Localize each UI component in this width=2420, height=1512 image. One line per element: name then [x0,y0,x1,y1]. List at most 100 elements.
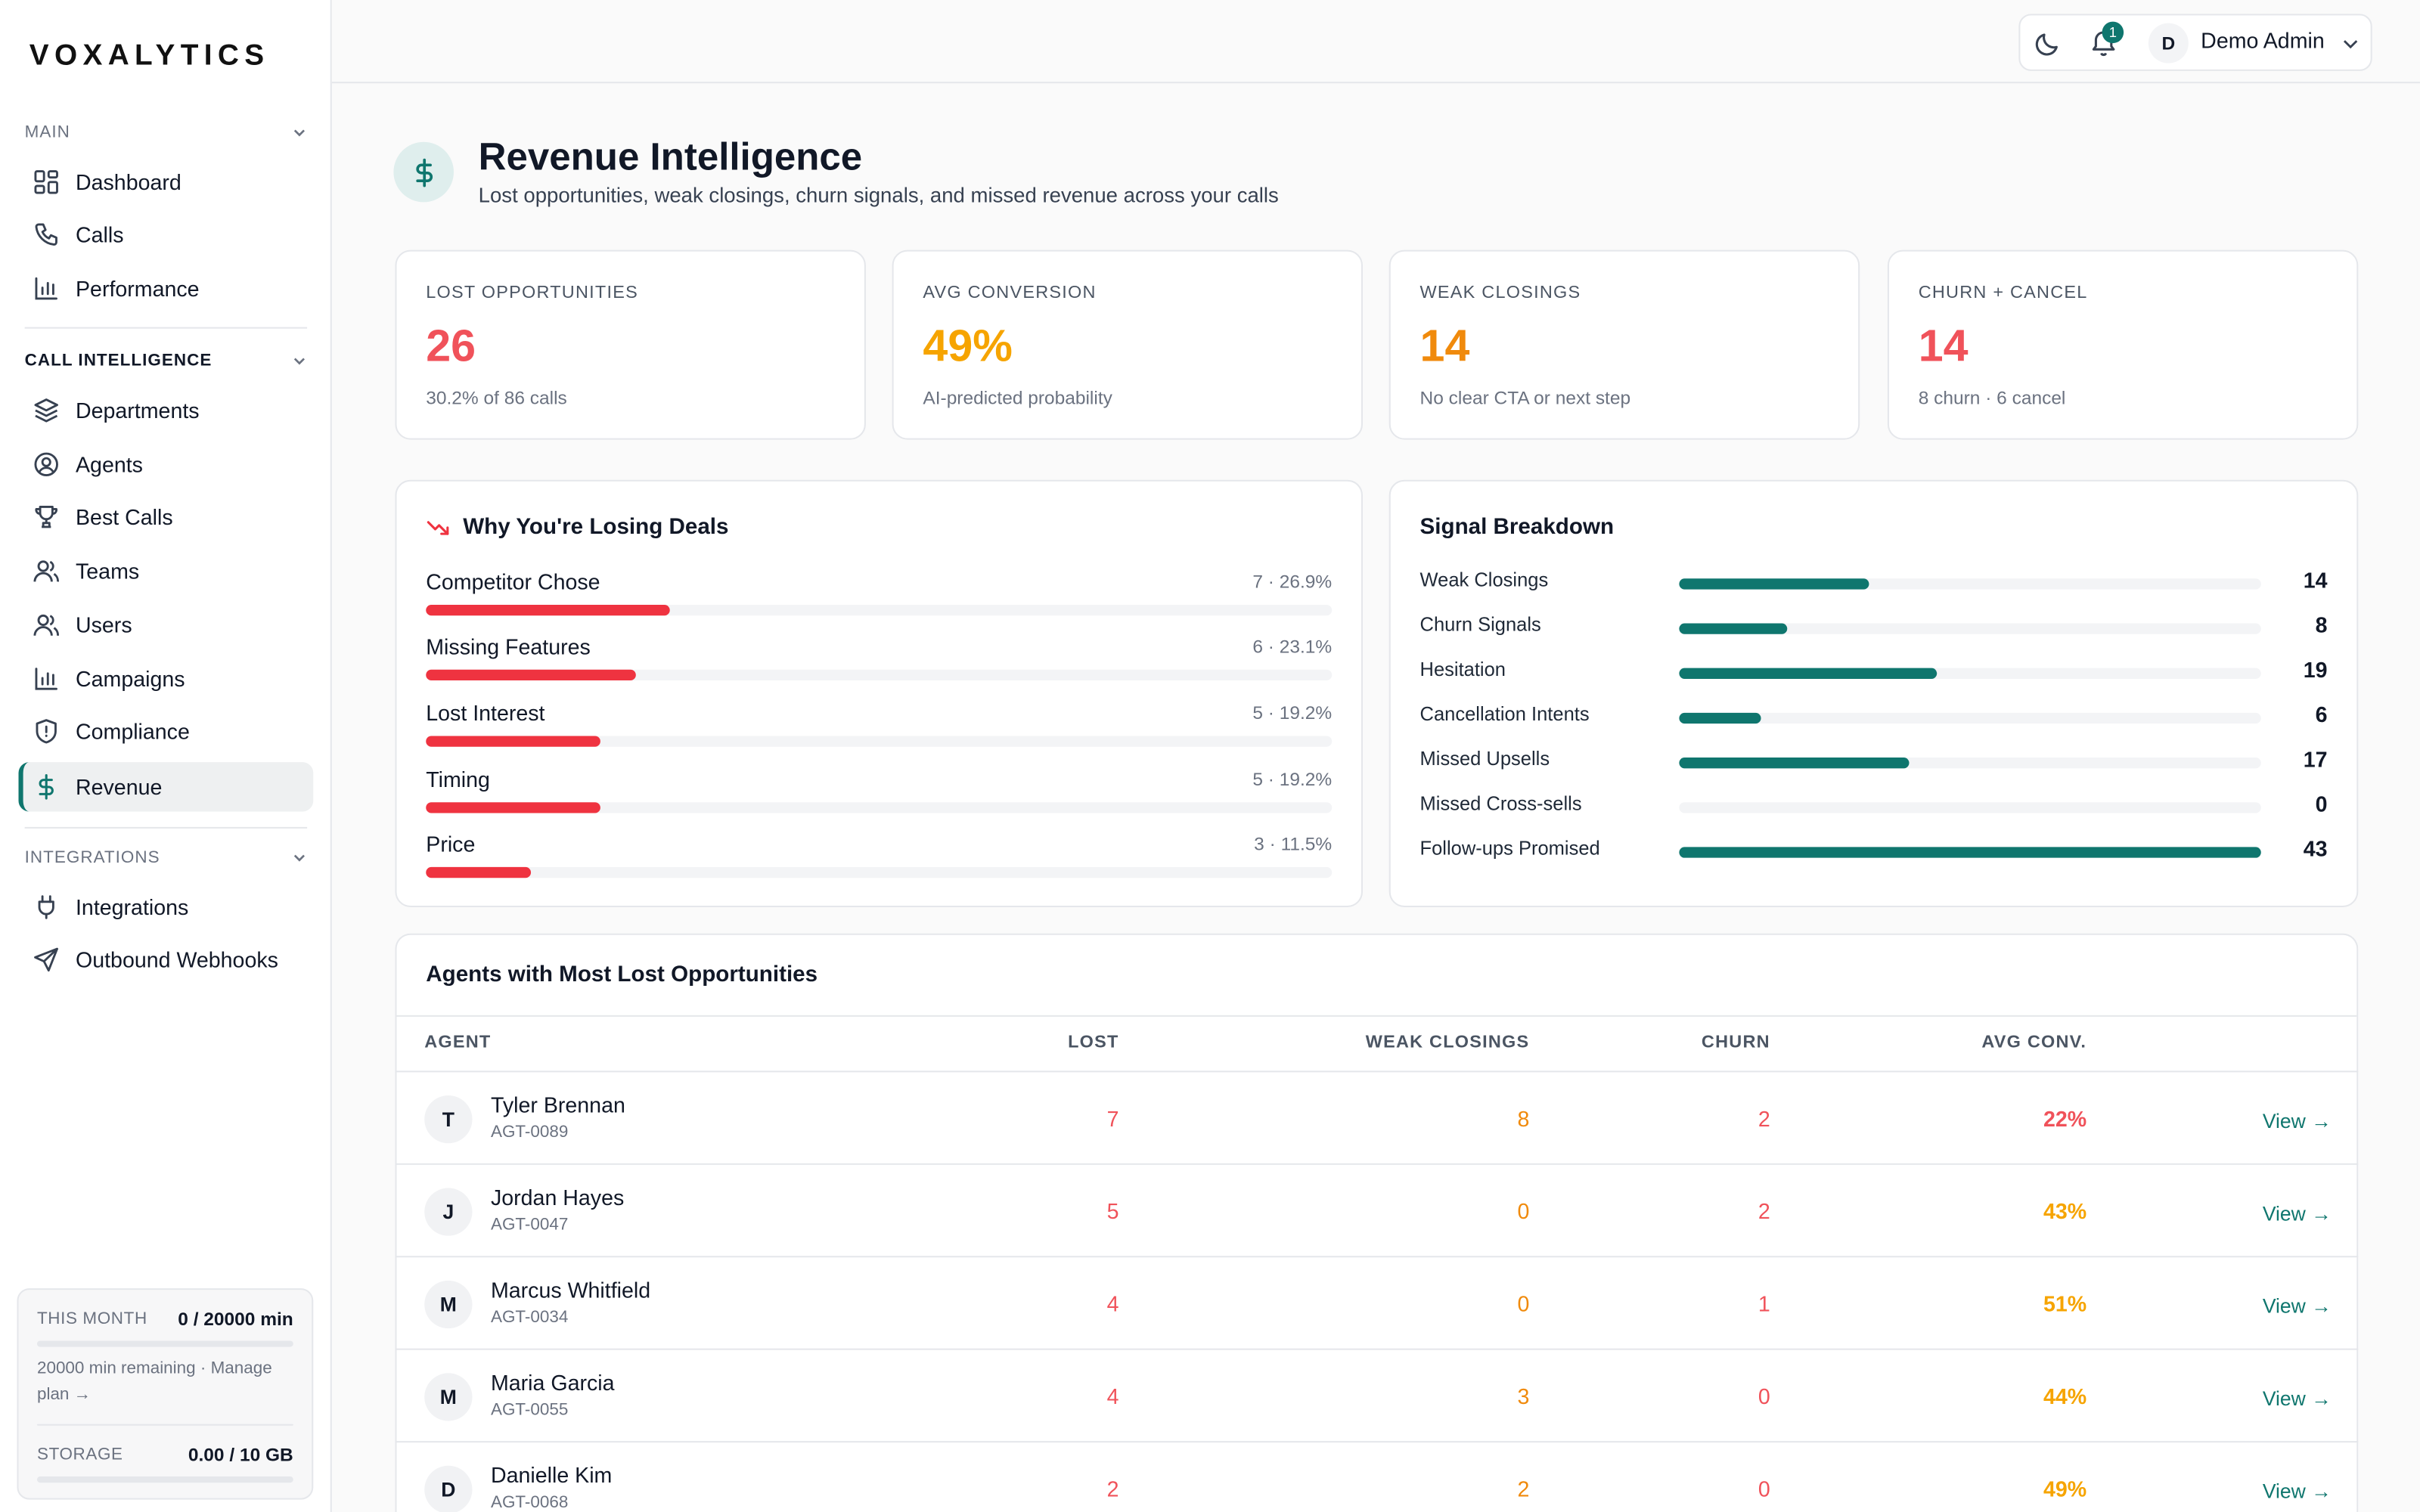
signal-label: Churn Signals [1419,614,1541,636]
signal-track [1679,712,2261,724]
manage-plan-link[interactable]: 20000 min remaining · Manage plan → [36,1359,272,1405]
signal-value: 8 [2315,612,2328,637]
sidebar-item-dashboard[interactable]: Dashboard [18,157,313,206]
sidebar-item-revenue[interactable]: Revenue [18,762,314,812]
column-header-agent[interactable]: AGENT [424,1033,492,1052]
weak-count: 0 [1517,1291,1530,1316]
section-integrations-header[interactable]: INTEGRATIONS [25,842,307,873]
table-row[interactable]: M Maria Garcia AGT-0055 4 3 0 44% View → [395,1348,2359,1441]
weak-count: 0 [1517,1198,1530,1224]
section-call-intelligence-header[interactable]: CALL INTELLIGENCE [25,345,307,376]
signal-label: Hesitation [1419,658,1506,680]
loss-reason-track [426,802,1333,813]
usage-month-label: THIS MONTH [36,1309,147,1329]
sidebar-item-best-calls[interactable]: Best Calls [18,492,313,541]
view-link[interactable]: View → [2262,1479,2332,1503]
table-row[interactable]: J Jordan Hayes AGT-0047 5 0 2 43% View → [395,1163,2359,1256]
kpi-subtext: No clear CTA or next step [1419,387,1631,409]
sidebar-item-integrations[interactable]: Integrations [18,882,313,931]
loss-reason-stat: 6 · 23.1% [1252,635,1333,658]
table-row[interactable]: T Tyler Brennan AGT-0089 7 8 2 22% View … [395,1070,2359,1163]
kpi-value: 26 [426,322,476,372]
loss-reason-row: Lost Interest 5 · 19.2% [426,700,1333,747]
chevron-down-icon [292,850,307,865]
column-header-churn[interactable]: CHURN [1701,1033,1770,1052]
avatar[interactable]: D [2148,23,2189,64]
kpi-label: AVG CONVERSION [923,284,1097,302]
loss-reason-track [426,669,1333,680]
trophy-icon [33,503,60,531]
weak-count: 3 [1517,1383,1530,1409]
loss-reason-label: Lost Interest [426,700,545,726]
sidebar-item-users[interactable]: Users [18,600,313,649]
sidebar-item-outbound-webhooks[interactable]: Outbound Webhooks [18,935,313,984]
sidebar-item-agents[interactable]: Agents [18,440,313,489]
divider [24,327,308,329]
signal-row: Cancellation Intents 6 [1419,702,2328,732]
page-title: Revenue Intelligence [478,135,863,179]
agent-id: AGT-0068 [490,1493,569,1512]
loss-reason-stat: 3 · 11.5% [1254,833,1333,855]
signal-breakdown-panel: Signal Breakdown Weak Closings 14 Churn S… [1388,479,2359,907]
moon-icon[interactable] [2033,28,2064,59]
plug-icon [33,894,60,922]
brand-logo: VOXALYTICS [29,40,270,73]
column-header-weak-closings[interactable]: WEAK CLOSINGS [1365,1033,1530,1052]
sidebar-item-departments[interactable]: Departments [18,386,313,435]
user-menu[interactable]: Demo Admin [2201,27,2325,53]
view-link[interactable]: View → [2262,1387,2332,1411]
dollar-icon [393,141,454,203]
lost-count: 5 [1106,1198,1119,1224]
avatar: M [424,1280,473,1329]
sidebar-item-teams[interactable]: Teams [18,546,313,595]
signal-value: 19 [2303,657,2328,683]
loss-reason-track [426,736,1333,747]
send-icon [33,946,60,974]
sidebar-item-campaigns[interactable]: Campaigns [18,654,313,703]
view-link[interactable]: View → [2262,1201,2332,1225]
view-link[interactable]: View → [2262,1294,2332,1318]
usage-month-bar [36,1340,293,1347]
column-header-avg-conv[interactable]: AVG CONV. [1981,1033,2087,1052]
loss-reason-row: Competitor Chose 7 · 26.9% [426,569,1333,616]
signal-bar [1679,578,1869,590]
signal-track [1679,847,2261,858]
section-main-header[interactable]: MAIN [25,117,307,148]
view-link[interactable]: View → [2262,1109,2332,1132]
signal-track [1679,668,2261,679]
table-row[interactable]: M Marcus Whitfield AGT-0034 4 0 1 51% Vi… [395,1256,2359,1348]
trending-down-icon [426,516,451,541]
losing-deals-title: Why You're Losing Deals [463,515,729,541]
table-row[interactable]: D Danielle Kim AGT-0068 2 2 0 49% View → [395,1441,2359,1512]
column-header-lost[interactable]: LOST [1068,1033,1119,1052]
avg-conv-value: 44% [2043,1383,2087,1409]
kpi-value: 49% [923,322,1013,372]
loss-reason-track [426,604,1333,616]
kpi-value: 14 [1918,322,1969,372]
sidebar-item-compliance[interactable]: Compliance [18,707,313,756]
agent-id: AGT-0055 [490,1401,569,1420]
chevron-down-icon[interactable] [2335,28,2366,59]
agent-id: AGT-0089 [490,1123,569,1142]
signal-bar [1679,847,2261,858]
loss-reason-label: Missing Features [426,634,591,659]
signal-label: Cancellation Intents [1419,703,1590,726]
agent-name: Danielle Kim [490,1462,613,1488]
lost-count: 4 [1106,1291,1119,1316]
weak-count: 8 [1517,1106,1530,1131]
signal-value: 17 [2303,746,2328,772]
loss-reason-bar [426,866,531,878]
signal-track [1679,623,2261,634]
usage-month-row: THIS MONTH 0 / 20000 min [37,1309,293,1331]
signal-track [1679,758,2261,769]
signal-bar [1679,758,1910,769]
avatar: T [424,1095,473,1144]
lost-count: 2 [1106,1476,1119,1501]
sidebar-item-label: Calls [75,222,124,247]
panel-title: Why You're Losing Deals [426,515,729,541]
sidebar-item-label: Compliance [75,719,190,744]
sidebar-item-label: Campaigns [75,666,185,692]
sidebar-item-performance[interactable]: Performance [18,264,313,313]
signal-label: Missed Cross-sells [1419,792,1582,815]
sidebar-item-calls[interactable]: Calls [18,210,313,259]
